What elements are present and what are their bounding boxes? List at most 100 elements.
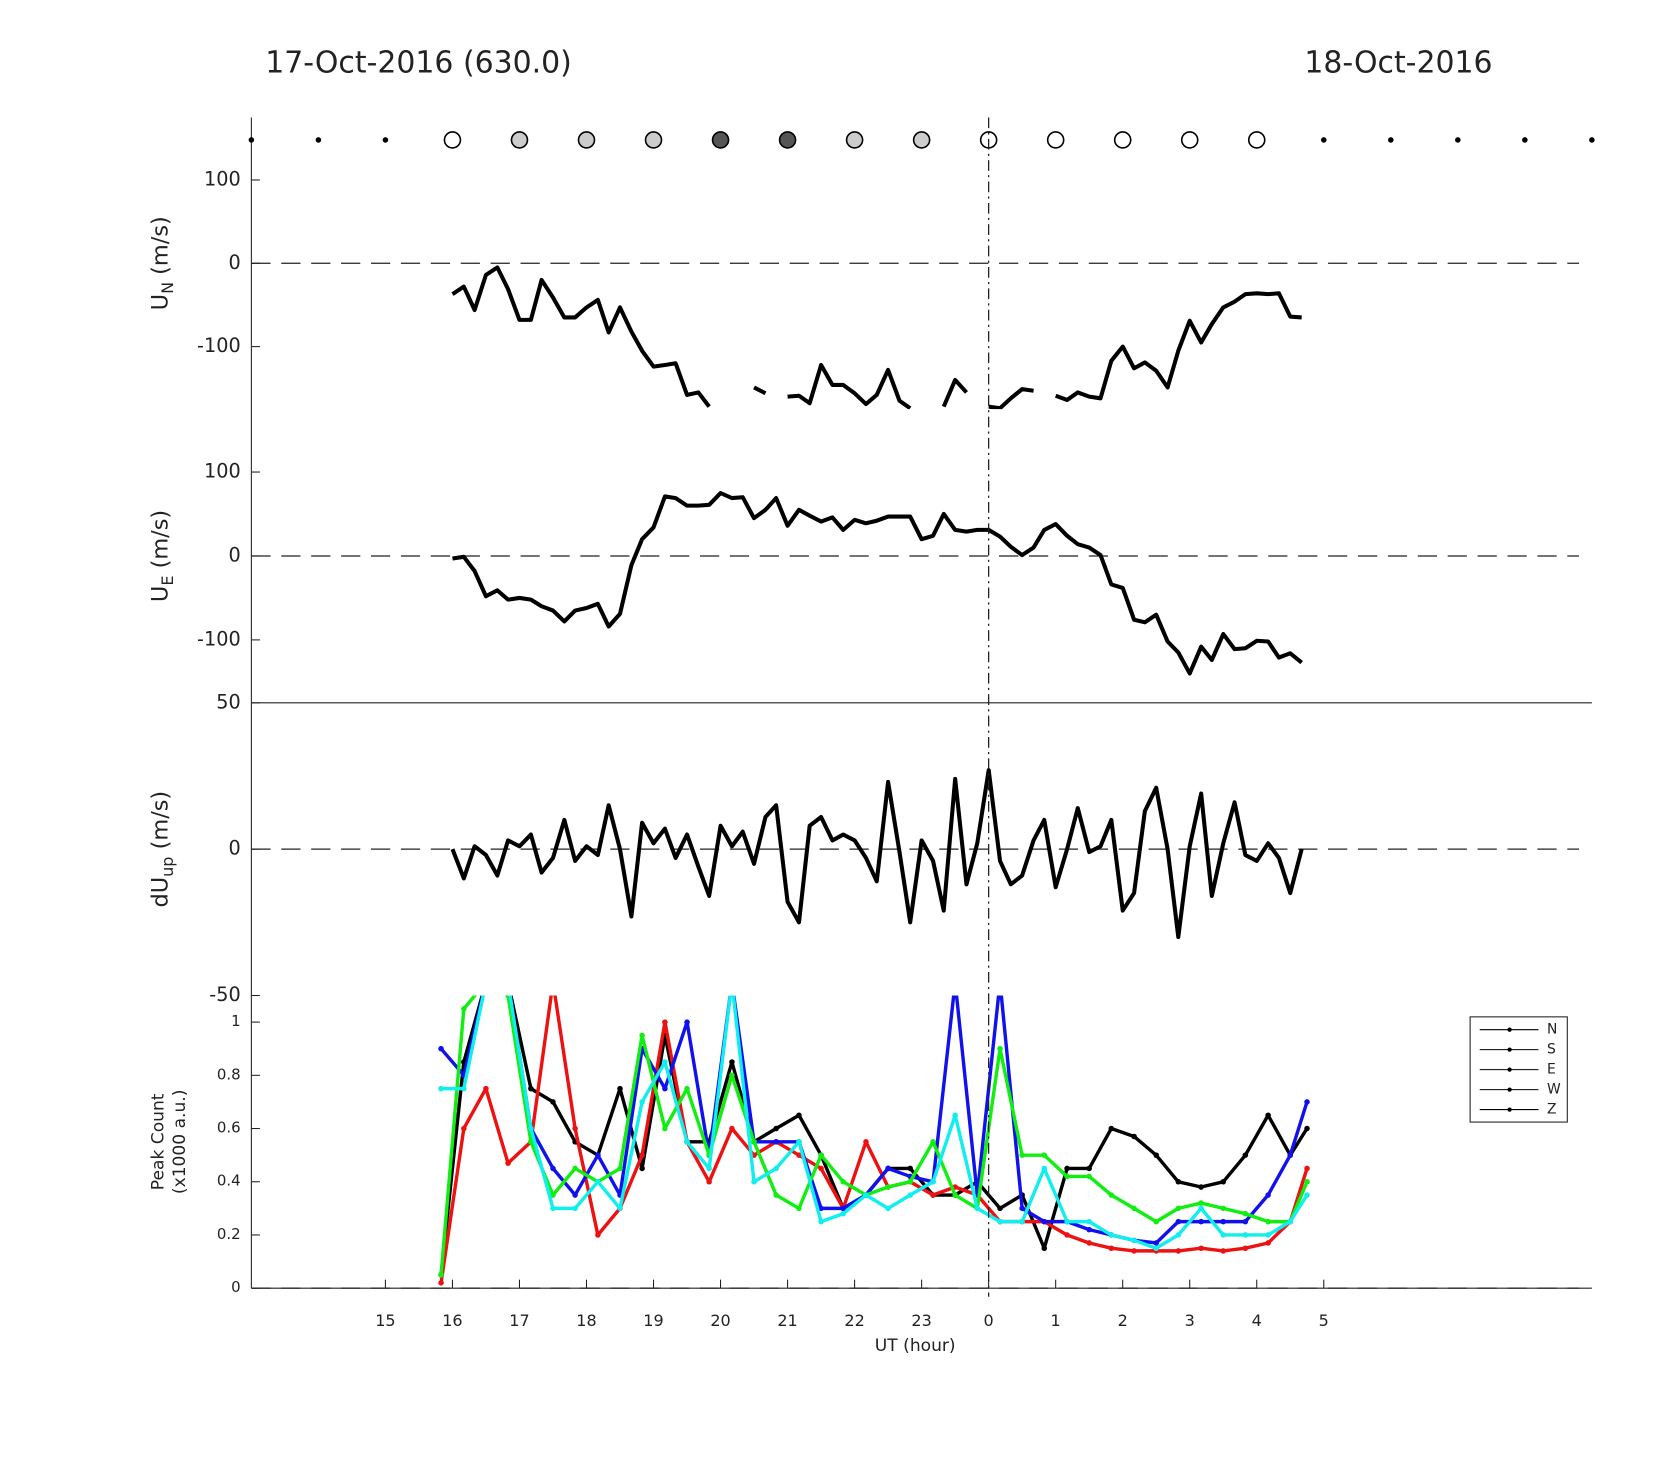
data-point (1153, 1218, 1159, 1225)
data-point (885, 1184, 891, 1190)
data-point (997, 1218, 1003, 1225)
y-axis-label-sub: N (158, 282, 177, 294)
series-line (439, 995, 1309, 1284)
y-tick-label: -100 (197, 334, 241, 357)
data-point (773, 1192, 779, 1198)
data-point (930, 1178, 936, 1185)
y-tick-label: 0.2 (217, 1225, 241, 1243)
data-point (1131, 1205, 1137, 1212)
series-line (439, 995, 1309, 1275)
data-point (885, 1165, 891, 1172)
data-point (1108, 1232, 1115, 1238)
x-tick-label: 22 (844, 1311, 864, 1330)
data-point (1175, 1205, 1182, 1212)
data-point (729, 979, 735, 985)
data-point (818, 1152, 824, 1158)
sky-marker (1180, 131, 1199, 149)
sky-marker (315, 137, 322, 143)
data-point (662, 1019, 668, 1025)
data-point (461, 1125, 467, 1132)
data-point (997, 979, 1003, 985)
data-point (729, 1072, 735, 1079)
data-point (1242, 1232, 1249, 1238)
data-point (483, 979, 489, 985)
y-tick-label: 0 (228, 837, 240, 860)
data-point (662, 1085, 668, 1092)
legend-label: W (1547, 1082, 1561, 1098)
data-point (863, 1192, 869, 1198)
data-point (1265, 1112, 1271, 1119)
data-point (505, 1160, 511, 1166)
data-point (818, 1165, 824, 1172)
data-point (1198, 1245, 1204, 1252)
y-tick-label: 0 (231, 1278, 241, 1296)
data-point (1041, 1165, 1048, 1172)
series-line (452, 491, 1303, 676)
sky-marker (912, 131, 931, 149)
data-point (1175, 1218, 1182, 1225)
x-tick-label: 2 (1118, 1311, 1128, 1330)
data-point (1153, 1152, 1159, 1158)
data-point (930, 1139, 936, 1145)
data-point (729, 1059, 735, 1065)
data-point (1198, 1218, 1204, 1225)
plot-area (451, 265, 1302, 410)
data-point (550, 1099, 556, 1105)
data-point (1019, 1205, 1025, 1212)
data-point (1064, 1165, 1070, 1172)
data-point (1220, 1178, 1227, 1185)
y-tick-label: 0.4 (217, 1172, 241, 1190)
sky-marker (1388, 137, 1394, 143)
data-point (1175, 1248, 1182, 1254)
sky-marker (510, 131, 529, 149)
data-point (528, 1139, 534, 1145)
y-tick-label: 0 (228, 251, 240, 274)
legend-marker (1507, 1027, 1512, 1032)
legend-label: E (1547, 1062, 1556, 1078)
data-point (1304, 1192, 1310, 1198)
data-point (1175, 1178, 1182, 1185)
data-point (617, 1165, 623, 1172)
data-point (1220, 1218, 1227, 1225)
data-point (528, 1125, 534, 1132)
data-point (1131, 1248, 1137, 1254)
y-axis-label: Peak Count (148, 1093, 168, 1190)
y-axis-label-unit: (m/s) (147, 510, 173, 576)
data-point (1108, 1125, 1115, 1132)
data-point (1304, 1099, 1310, 1105)
data-point (572, 1205, 578, 1212)
y-tick-label: -50 (209, 983, 240, 1006)
x-axis-label: UT (hour) (875, 1336, 956, 1356)
data-point (1304, 1165, 1310, 1172)
x-tick-label: 20 (710, 1311, 730, 1330)
data-point (729, 979, 735, 985)
data-point (1086, 1173, 1092, 1180)
x-tick-label: 5 (1319, 1311, 1329, 1330)
data-point (595, 1152, 601, 1158)
data-point (684, 1019, 690, 1025)
data-point (1242, 1152, 1249, 1158)
x-tick-label: 19 (643, 1311, 663, 1330)
data-point (684, 1139, 690, 1145)
sky-marker (1046, 131, 1065, 149)
sky-marker (1113, 131, 1132, 149)
legend-label: N (1547, 1022, 1557, 1038)
x-tick-label: 16 (442, 1311, 462, 1330)
data-point (505, 979, 511, 985)
sky-marker (443, 131, 462, 149)
data-point (1041, 1218, 1048, 1225)
data-point (1265, 1192, 1271, 1198)
data-point (1265, 1240, 1271, 1246)
data-point (796, 1152, 802, 1158)
data-point (796, 1205, 802, 1212)
data-point (1086, 1240, 1092, 1246)
data-point (505, 979, 511, 985)
data-point (483, 1085, 489, 1092)
data-point (550, 1165, 556, 1172)
plot-area (438, 979, 1310, 1286)
data-point (438, 1085, 444, 1092)
data-point (1108, 1192, 1115, 1198)
y-axis-label: dUup (m/s) (147, 791, 176, 908)
data-point (907, 1178, 914, 1185)
